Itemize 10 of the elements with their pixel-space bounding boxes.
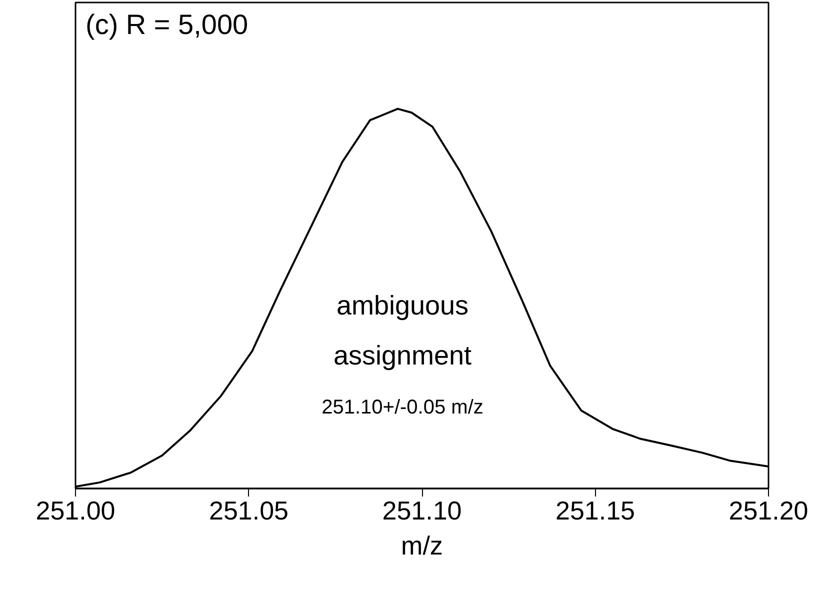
annotation: assignment	[333, 340, 472, 370]
x-tick-label: 251.15	[555, 496, 636, 526]
text: (c) R = 5,000	[86, 9, 248, 40]
x-axis-title: m/z	[401, 530, 443, 560]
x-tick-label: 251.20	[728, 496, 808, 526]
annotation: 251.10+/-0.05 m/z	[322, 396, 484, 418]
x-tick-label: 251.10	[382, 496, 462, 526]
x-tick-label: 251.00	[36, 496, 116, 526]
annotation: ambiguous	[336, 290, 469, 320]
x-tick-label: 251.05	[208, 496, 289, 526]
